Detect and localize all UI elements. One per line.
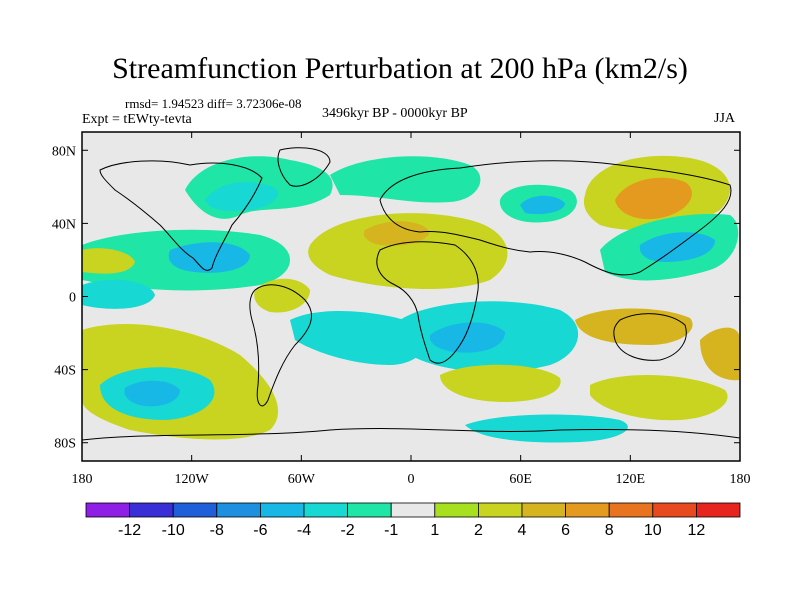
contour-region-australia-positive [575,308,693,345]
coastline-south-america [249,284,313,407]
contour-region-south-atlantic-negative [290,310,429,365]
contour-region-north-pacific-core [615,177,692,220]
colorbar-label: -10 [162,522,185,539]
contour-region-far-east-negative [700,327,740,381]
colorbar-label: -6 [253,522,267,539]
colorbar-swatch [696,502,741,518]
experiment-label: Expt = tEWty-tevta [82,112,192,127]
colorbar-swatch [85,502,130,518]
contour-region-north-atlantic-core [205,182,279,211]
coastline-antarctica [82,428,740,441]
coastline-greenland [277,147,331,187]
contour-region-south-indian-positive [440,364,561,402]
contour-region-australia-negative [590,374,728,421]
coastline-eurasia [379,160,732,276]
colorbar-swatch [565,502,610,518]
x-tick-label: 180 [730,472,751,487]
coastline-australia [613,313,687,361]
colorbar-swatch [303,502,348,518]
colorbar-swatch [129,502,174,518]
contour-region-siberia-negative [330,156,481,203]
colorbar: -12 -10 -8 -6 -4 -2 -1 1 2 4 6 8 10 12 [85,502,741,539]
stats-text: rmsd= 1.94523 diff= 3.72306e-08 [125,96,302,111]
colorbar-label: 1 [430,522,439,539]
colorbar-swatch [434,502,479,518]
colorbar-label: 2 [474,522,483,539]
contour-region-indian-ocean-core [429,322,505,353]
coastlines [82,147,740,441]
colorbar-label: -12 [118,522,141,539]
x-tick-label: 60W [288,472,316,487]
contour-region-pacific-tropical-negative [82,279,155,309]
contour-region-south-america-positive [254,278,310,313]
period-label: 3496kyr BP - 0000kyr BP [322,106,468,121]
colorbar-swatch [608,502,654,518]
contour-region-north-america-core [168,242,250,273]
colorbar-swatch [259,502,305,518]
y-tick-label: 40S [54,364,76,379]
contour-region-pacific-positive [82,248,135,274]
colorbar-swatch [652,502,697,518]
axis-ticks: 180 120W 60W 0 60E 120E 180 80N 40N 0 40S 80S [52,132,751,487]
colorbar-label: -8 [210,522,224,539]
colorbar-label: 8 [605,522,614,539]
colorbar-swatch [216,502,261,518]
colorbar-swatch [172,502,218,518]
colorbar-swatch [477,502,523,518]
x-tick-label: 60E [509,472,532,487]
colorbar-label: 12 [688,522,706,539]
colorbar-swatch [347,502,392,518]
coastline-north-america [99,160,263,271]
y-tick-label: 80S [54,437,76,452]
contour-region-south-pacific-core [124,380,180,407]
contour-region-mediterranean-core [363,221,430,246]
coastline-africa [376,241,479,364]
y-tick-label: 80N [52,144,76,159]
contour-field [82,155,740,443]
y-tick-label: 0 [69,291,76,306]
colorbar-swatch [390,502,436,518]
season-label: JJA [714,111,736,126]
colorbar-label: 4 [518,522,527,539]
colorbar-swatch [521,502,566,518]
colorbar-label: 10 [644,522,662,539]
x-tick-label: 0 [408,472,415,487]
contour-region-europe-core [520,195,565,215]
colorbar-label: -1 [384,522,398,539]
colorbar-label: -4 [297,522,311,539]
x-tick-label: 120E [616,472,646,487]
y-tick-label: 40N [52,217,76,232]
x-tick-label: 120W [175,472,210,487]
contour-region-mediterranean-positive [308,213,508,290]
map-title: Streamfunction Perturbation at 200 hPa (… [112,52,688,85]
contour-region-southern-ocean-negative [465,414,628,443]
x-tick-label: 180 [72,472,93,487]
colorbar-label: -2 [340,522,354,539]
colorbar-label: 6 [561,522,570,539]
